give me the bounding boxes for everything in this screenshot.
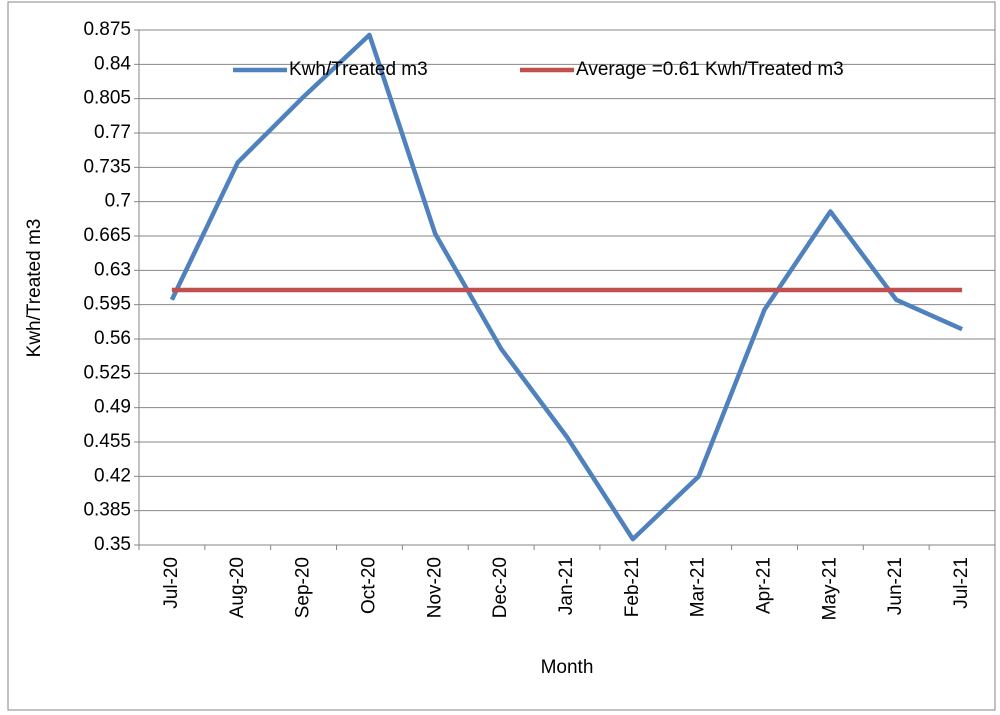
y-tick-label: 0.665 [83,225,131,246]
y-tick-label: 0.84 [94,53,131,74]
x-tick-label: Jun-21 [885,557,906,615]
x-tick-label: Jul-20 [161,557,182,609]
x-tick-label: Oct-20 [358,557,379,614]
x-tick-label: Feb-21 [622,557,643,617]
y-tick-label: 0.35 [94,534,131,555]
y-tick-label: 0.63 [94,259,131,280]
y-tick-label: 0.385 [83,500,131,521]
y-tick-label: 0.525 [83,362,131,383]
x-tick-label: Jan-21 [556,557,577,615]
x-tick-label: Sep-20 [293,557,314,618]
legend-label: Kwh/Treated m3 [289,59,428,80]
y-tick-label: 0.49 [94,397,131,418]
y-tick-label: 0.42 [94,465,131,486]
y-tick-label: 0.595 [83,294,131,315]
x-tick-label: Jul-21 [951,557,972,609]
legend-label: Average =0.61 Kwh/Treated m3 [576,59,844,80]
chart-border [7,1,996,711]
y-tick-label: 0.56 [94,328,131,349]
y-tick-label: 0.735 [83,156,131,177]
x-axis-title: Month [541,657,594,678]
y-tick-label: 0.875 [83,19,131,40]
y-tick-label: 0.805 [83,88,131,109]
y-tick-label: 0.7 [105,191,131,212]
x-tick-label: May-21 [819,557,840,620]
y-tick-label: 0.455 [83,431,131,452]
x-tick-label: Dec-20 [490,557,511,618]
x-tick-label: Apr-21 [754,557,775,614]
y-tick-label: 0.77 [94,122,131,143]
x-tick-label: Mar-21 [688,557,709,617]
series-line [169,32,963,542]
y-axis-title: Kwh/Treated m3 [24,219,45,358]
x-tick-label: Nov-20 [424,557,445,618]
x-tick-label: Aug-20 [227,557,248,618]
